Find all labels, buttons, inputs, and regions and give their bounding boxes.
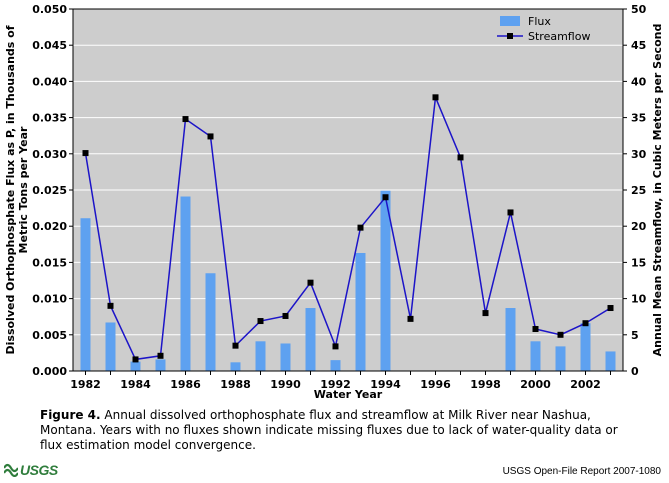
right-tick-label: 45 [631, 39, 646, 52]
flux-bar [380, 190, 391, 371]
figure-caption: Figure 4. Annual dissolved orthophosphat… [40, 408, 640, 453]
flux-bar [130, 361, 141, 371]
right-axis-title: Annual Mean Streamflow, in Cubic Meters … [651, 24, 664, 357]
x-tick-label: 1994 [370, 378, 401, 391]
x-tick-label: 1992 [320, 378, 351, 391]
right-tick-label: 50 [631, 3, 647, 16]
left-tick-label: 0.020 [32, 220, 67, 233]
flux-bar [180, 196, 191, 371]
caption-text: Annual dissolved orthophosphate flux and… [40, 408, 618, 452]
left-tick-label: 0.040 [32, 75, 67, 88]
streamflow-marker [457, 154, 464, 161]
x-tick-label: 1986 [170, 378, 201, 391]
report-id: USGS Open-File Report 2007-1080 [502, 466, 661, 477]
streamflow-marker [532, 326, 539, 333]
streamflow-marker [357, 224, 364, 231]
streamflow-marker [332, 343, 339, 350]
usgs-wave-icon [4, 463, 18, 477]
left-tick-label: 0.045 [32, 39, 67, 52]
streamflow-line [82, 94, 614, 363]
legend: Flux Streamflow [497, 15, 590, 43]
x-tick-label: 1988 [220, 378, 251, 391]
flux-bar [80, 218, 91, 371]
streamflow-marker [507, 209, 514, 216]
right-tick-label: 20 [631, 220, 647, 233]
streamflow-marker [282, 312, 289, 319]
streamflow-marker [107, 302, 114, 309]
legend-flux-swatch [500, 16, 520, 26]
flux-bar [505, 308, 516, 371]
flux-bar [530, 341, 541, 371]
streamflow-marker [182, 116, 189, 123]
flux-bar [305, 308, 316, 371]
usgs-logo: USGS [4, 460, 58, 480]
streamflow-marker [382, 194, 389, 201]
right-tick-label: 10 [631, 293, 647, 306]
left-tick-label: 0.000 [32, 365, 67, 378]
usgs-logo-text: USGS [20, 462, 58, 478]
chart: 0.000 0.005 0.010 0.015 0.020 0.025 0.030 0.035… [4, 3, 664, 401]
right-tick-label: 5 [631, 329, 639, 342]
right-tick-label: 35 [631, 112, 646, 125]
right-tick-label: 40 [631, 75, 647, 88]
x-tick-label: 1998 [470, 378, 501, 391]
flux-bar [280, 343, 291, 371]
flux-bar [330, 360, 341, 371]
flux-bar [155, 359, 166, 371]
x-axis-ticks: 1982 1984 1986 1988 1990 1992 1994 1996 1998 2000… [70, 371, 611, 391]
left-tick-label: 0.025 [32, 184, 67, 197]
right-axis-ticks: 0 5 10 15 20 25 30 35 40 45 50 [623, 3, 647, 378]
streamflow-marker [207, 133, 214, 140]
figure-label: Figure 4. [40, 408, 101, 422]
left-axis-title-line2: Metric Tons per Year [17, 126, 30, 253]
left-axis-ticks: 0.000 0.005 0.010 0.015 0.020 0.025 0.030 0.035… [32, 3, 73, 378]
streamflow-marker [132, 356, 139, 363]
legend-streamflow-label: Streamflow [528, 30, 590, 43]
streamflow-marker [407, 315, 414, 322]
streamflow-marker [557, 331, 564, 338]
flux-bar [205, 273, 216, 371]
x-tick-label: 2002 [570, 378, 601, 391]
flux-bars [80, 190, 616, 371]
streamflow-marker [482, 310, 489, 317]
flux-bar [355, 252, 366, 371]
left-axis-title-line1: Dissolved Orthophosphate Flux as P, in T… [4, 25, 17, 354]
streamflow-marker [82, 150, 89, 157]
streamflow-marker [232, 342, 239, 349]
left-tick-label: 0.010 [32, 293, 67, 306]
left-tick-label: 0.035 [32, 112, 67, 125]
flux-bar [605, 351, 616, 371]
x-tick-label: 1990 [270, 378, 301, 391]
x-tick-label: 1984 [120, 378, 151, 391]
right-tick-label: 25 [631, 184, 646, 197]
x-tick-label: 1996 [420, 378, 451, 391]
x-tick-label: 1982 [70, 378, 101, 391]
flux-bar [105, 322, 116, 371]
right-tick-label: 15 [631, 256, 646, 269]
left-tick-label: 0.005 [32, 329, 67, 342]
left-tick-label: 0.030 [32, 148, 67, 161]
flux-bar [230, 362, 241, 371]
streamflow-marker [582, 320, 589, 327]
x-tick-label: 2000 [520, 378, 551, 391]
legend-streamflow-marker [507, 33, 513, 39]
streamflow-marker [432, 94, 439, 101]
streamflow-marker [607, 305, 614, 312]
streamflow-marker [157, 352, 164, 359]
legend-flux-label: Flux [528, 15, 551, 28]
streamflow-series-line [84, 94, 611, 361]
streamflow-marker [257, 318, 264, 325]
right-tick-label: 0 [631, 365, 639, 378]
streamflow-marker [307, 279, 314, 286]
flux-bar [555, 346, 566, 371]
gridlines [73, 44, 623, 336]
right-tick-label: 30 [631, 148, 647, 161]
flux-bar [580, 323, 591, 371]
x-axis-title: Water Year [314, 388, 383, 401]
left-tick-label: 0.015 [32, 256, 67, 269]
flux-bar [255, 341, 266, 371]
left-tick-label: 0.050 [32, 3, 67, 16]
